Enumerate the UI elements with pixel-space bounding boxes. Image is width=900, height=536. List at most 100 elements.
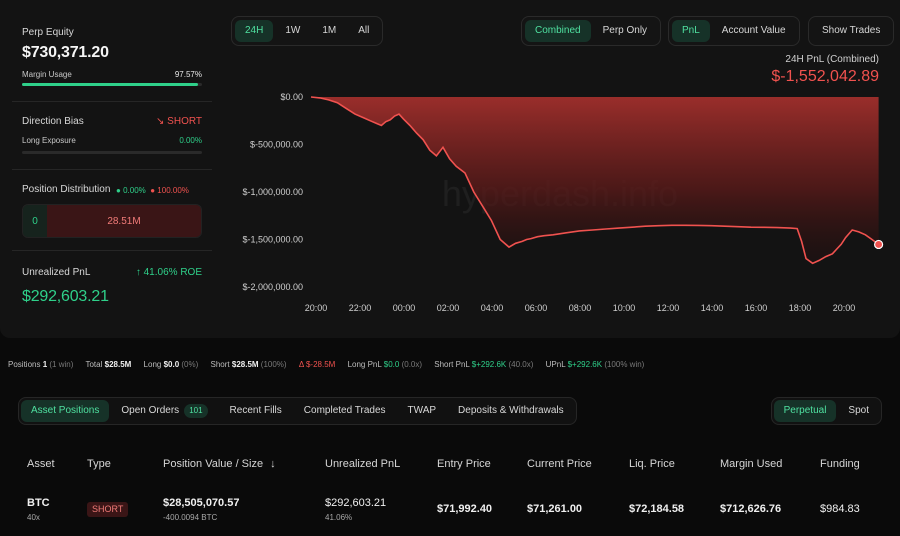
row-entry-price: $71,992.40 <box>437 503 493 515</box>
timeframe-1m[interactable]: 1M <box>322 25 337 36</box>
dist-short-segment: 28.51M <box>47 205 201 237</box>
row-roe: 41.06% <box>325 513 353 522</box>
pnl-line <box>310 96 880 265</box>
account-overview-panel: Perp Equity $730,371.20 Margin Usage 97.… <box>12 16 895 320</box>
row-type-badge: SHORT <box>87 502 129 517</box>
col-header-unrealized-pnl[interactable]: Unrealized PnL <box>325 458 401 470</box>
tab-asset-positions[interactable]: Asset Positions <box>21 400 110 422</box>
pnl-end-point <box>873 239 884 250</box>
unrealized-pnl-value: $292,603.21 <box>22 288 109 305</box>
margin-usage-value: 97.57% <box>174 70 202 79</box>
col-header-funding[interactable]: Funding <box>820 458 860 470</box>
scope-perp-only[interactable]: Perp Only <box>602 25 648 36</box>
unrealized-pnl-label: Unrealized PnL <box>22 267 91 278</box>
stat-positions: Positions 1 (1 win) <box>8 360 74 369</box>
timeframe-24h[interactable]: 24H <box>235 20 274 42</box>
perp-equity-value: $730,371.20 <box>22 44 109 61</box>
x-tick-label: 04:00 <box>481 303 504 313</box>
scope-combined[interactable]: Combined <box>525 20 591 42</box>
stat-short: Short $28.5M (100%) <box>210 360 287 369</box>
timeframe-1w[interactable]: 1W <box>285 25 301 36</box>
row-unrealized-pnl: $292,603.21 <box>325 497 387 509</box>
y-tick-label: $0.00 <box>280 92 303 102</box>
col-header-margin-used[interactable]: Margin Used <box>720 458 783 470</box>
stat-long-pnl: Long PnL $0.0 (0.0x) <box>347 360 423 369</box>
x-tick-label: 02:00 <box>437 303 460 313</box>
direction-bias-value: ↘ SHORT <box>120 116 202 127</box>
metric-selector: PnL Account Value <box>668 16 800 46</box>
timeframe-selector: 24H 1W 1M All <box>231 16 384 46</box>
margin-usage-label: Margin Usage <box>22 70 72 79</box>
stat-short-pnl: Short PnL $+292.6K (40.0x) <box>434 360 534 369</box>
col-header-entry-price[interactable]: Entry Price <box>437 458 491 470</box>
row-leverage: 40x <box>27 513 40 522</box>
show-trades-button[interactable]: Show Trades <box>822 25 881 36</box>
divider <box>12 250 212 251</box>
row-position-value: $28,505,070.57 <box>163 497 240 509</box>
roe-text: 41.06% ROE <box>143 267 202 278</box>
stat-delta: Δ $-28.5M <box>298 360 336 369</box>
row-funding: $984.83 <box>820 503 860 515</box>
x-tick-label: 12:00 <box>657 303 680 313</box>
market-perpetual[interactable]: Perpetual <box>773 400 837 422</box>
x-tick-label: 16:00 <box>745 303 768 313</box>
pnl-header-label: 24H PnL (Combined) <box>785 54 879 65</box>
x-tick-label: 00:00 <box>393 303 416 313</box>
metric-account-value[interactable]: Account Value <box>721 25 786 36</box>
y-tick-label: $-1,000,000.00 <box>242 187 303 197</box>
arrow-down-icon: ↓ <box>270 458 276 470</box>
row-margin-used: $712,626.76 <box>720 503 782 515</box>
x-tick-label: 20:00 <box>305 303 328 313</box>
tab-recent-fills[interactable]: Recent Fills <box>229 405 282 416</box>
long-exposure-label: Long Exposure <box>22 136 76 145</box>
x-tick-label: 18:00 <box>789 303 812 313</box>
position-distribution-bar: 0 28.51M <box>22 204 202 238</box>
tab-deposits-withdrawals[interactable]: Deposits & Withdrawals <box>458 405 564 416</box>
col-header-liq-price[interactable]: Liq. Price <box>629 458 675 470</box>
col-header-type[interactable]: Type <box>87 458 111 470</box>
long-exposure-bar <box>22 151 202 154</box>
dist-long-segment: 0 <box>23 205 47 237</box>
col-header-current-price[interactable]: Current Price <box>527 458 592 470</box>
market-spot[interactable]: Spot <box>848 405 869 416</box>
timeframe-all[interactable]: All <box>358 25 370 36</box>
metric-pnl[interactable]: PnL <box>672 20 710 42</box>
row-asset: BTC <box>27 497 50 509</box>
col-header-position-value[interactable]: Position Value / Size ↓ <box>163 458 276 470</box>
row-current-price: $71,261.00 <box>527 503 583 515</box>
tab-open-orders-label: Open Orders <box>121 405 180 416</box>
pnl-area <box>311 97 879 264</box>
position-distribution-label: Position Distribution <box>22 184 111 195</box>
positions-tabs: Asset Positions Open Orders 101 Recent F… <box>18 397 577 425</box>
row-size: -400.0094 BTC <box>163 513 218 522</box>
x-tick-label: 22:00 <box>349 303 372 313</box>
x-tick-label: 10:00 <box>613 303 636 313</box>
stat-long: Long $0.0 (0%) <box>143 360 199 369</box>
y-tick-label: $-1,500,000.00 <box>242 235 303 245</box>
show-trades-wrapper: Show Trades <box>808 16 895 46</box>
dist-short-pct: 100.00% <box>157 186 189 195</box>
tab-completed-trades[interactable]: Completed Trades <box>303 405 386 416</box>
pnl-chart[interactable]: $0.00 $-500,000.00 $-1,000,000.00 $-1,500,0… <box>235 80 895 320</box>
y-tick-label: $-500,000.00 <box>250 140 303 150</box>
arrow-up-icon: ↑ <box>135 267 141 278</box>
stat-upnl: UPnL $+292.6K (100% win) <box>545 360 645 369</box>
roe-value: ↑ 41.06% ROE <box>110 267 202 278</box>
dist-long-pct: 0.00% <box>123 186 146 195</box>
tab-twap[interactable]: TWAP <box>407 405 437 416</box>
row-liq-price: $72,184.58 <box>629 503 685 515</box>
divider <box>12 169 212 170</box>
y-tick-label: $-2,000,000.00 <box>242 282 303 292</box>
tab-open-orders[interactable]: Open Orders 101 <box>111 400 217 422</box>
col-header-asset[interactable]: Asset <box>27 458 55 470</box>
direction-bias-label: Direction Bias <box>22 116 84 127</box>
stat-total: Total $28.5M <box>85 360 132 369</box>
long-exposure-value: 0.00% <box>179 136 202 145</box>
positions-stats-bar: Positions 1 (1 win) Total $28.5M Long $0… <box>8 360 654 369</box>
scope-selector: Combined Perp Only <box>521 16 662 46</box>
direction-bias-text: SHORT <box>167 116 202 127</box>
trend-down-icon: ↘ <box>156 116 165 127</box>
x-tick-label: 20:00 <box>833 303 856 313</box>
short-dot-icon: ● <box>150 186 156 195</box>
x-tick-label: 14:00 <box>701 303 724 313</box>
